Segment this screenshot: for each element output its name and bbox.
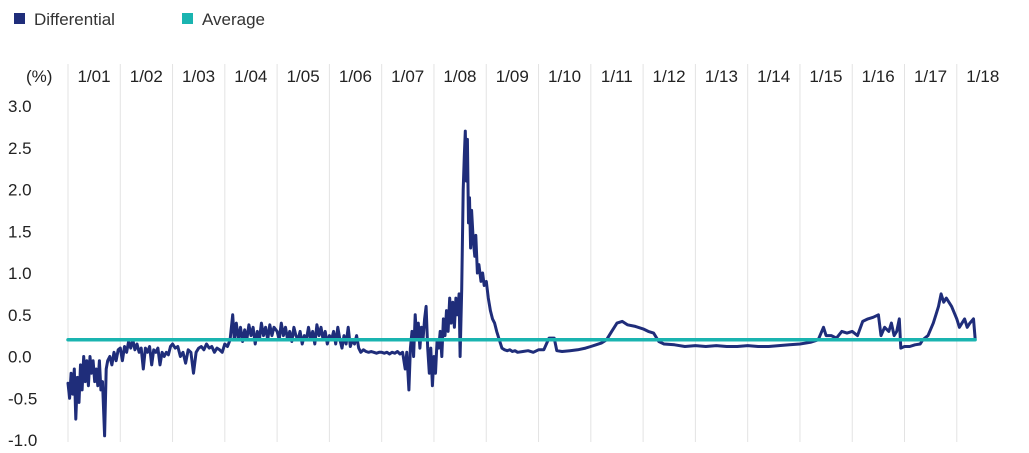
x-tick-label: 1/17 — [914, 67, 947, 86]
x-tick-label: 1/10 — [548, 67, 581, 86]
x-tick-label: 1/15 — [809, 67, 842, 86]
x-tick-label: 1/06 — [339, 67, 372, 86]
legend-label-average: Average — [202, 10, 265, 29]
legend-label-differential: Differential — [34, 10, 115, 29]
y-tick-label: 2.5 — [8, 139, 32, 158]
x-tick-label: 1/14 — [757, 67, 790, 86]
x-tick-label: 1/13 — [705, 67, 738, 86]
legend: Differential Average — [14, 10, 265, 29]
y-tick-label: 1.5 — [8, 222, 32, 241]
series-layer — [66, 129, 977, 438]
x-tick-label: 1/07 — [391, 67, 424, 86]
x-tick-label: 1/11 — [601, 67, 633, 86]
x-tick-label: 1/16 — [862, 67, 895, 86]
x-tick-label: 1/05 — [287, 67, 320, 86]
legend-swatch-average — [182, 13, 193, 24]
x-tick-label: 1/02 — [130, 67, 163, 86]
y-axis-unit-label: (%) — [26, 67, 52, 86]
x-tick-label: 1/08 — [443, 67, 476, 86]
y-tick-label: 0.5 — [8, 306, 32, 325]
y-axis-tick-labels: -1.0 -0.5 0.0 0.5 1.0 1.5 2.0 2.5 3.0 — [8, 97, 37, 450]
x-tick-label: 1/04 — [234, 67, 267, 86]
series-line-differential — [66, 129, 977, 438]
gridlines — [67, 64, 958, 442]
y-tick-label: 2.0 — [8, 181, 32, 200]
y-tick-label: -0.5 — [8, 389, 37, 408]
legend-swatch-differential — [14, 13, 25, 24]
x-tick-label: 1/03 — [182, 67, 215, 86]
x-tick-label: 1/09 — [496, 67, 529, 86]
y-tick-label: 1.0 — [8, 264, 32, 283]
x-tick-label: 1/18 — [966, 67, 999, 86]
x-tick-label: 1/12 — [653, 67, 686, 86]
x-tick-label: 1/01 — [77, 67, 110, 86]
y-tick-label: 3.0 — [8, 97, 32, 116]
y-tick-label: 0.0 — [8, 348, 32, 367]
x-axis-tick-labels: 1/01 1/02 1/03 1/04 1/05 1/06 1/07 1/08 1/09 1/10… — [77, 67, 999, 86]
y-tick-label: -1.0 — [8, 431, 37, 450]
